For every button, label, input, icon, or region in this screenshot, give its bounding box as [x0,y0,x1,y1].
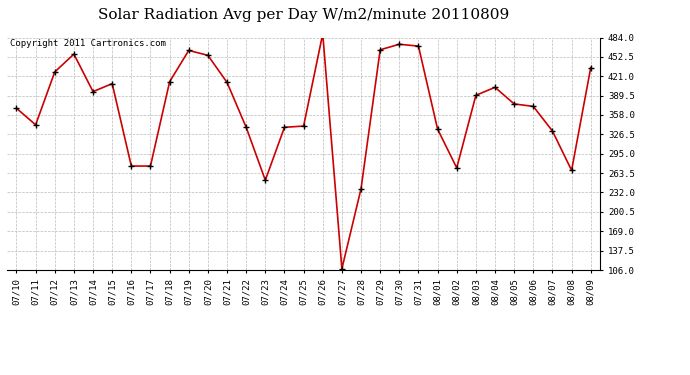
Text: Solar Radiation Avg per Day W/m2/minute 20110809: Solar Radiation Avg per Day W/m2/minute … [98,8,509,21]
Text: Copyright 2011 Cartronics.com: Copyright 2011 Cartronics.com [10,39,166,48]
